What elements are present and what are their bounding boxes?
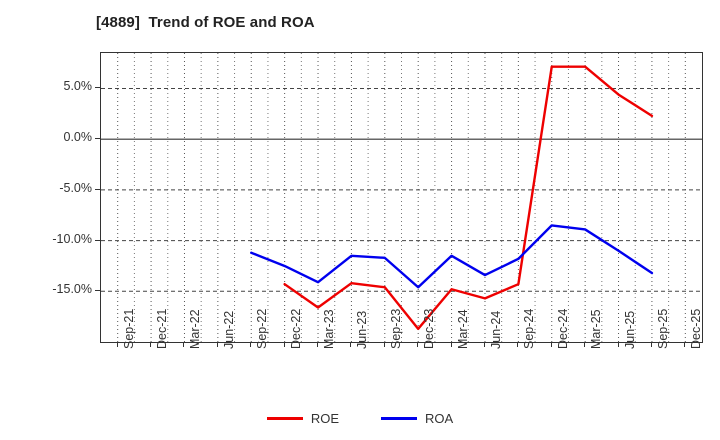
chart-legend: ROE ROA bbox=[0, 404, 720, 432]
x-tick-label: Jun-25 bbox=[622, 310, 637, 349]
x-tick-label: Dec-25 bbox=[689, 308, 704, 349]
y-tick-mark bbox=[95, 87, 100, 89]
x-tick-mark bbox=[650, 342, 652, 347]
x-tick-label: Dec-22 bbox=[288, 308, 303, 349]
y-tick-mark bbox=[95, 290, 100, 292]
x-tick-label: Mar-25 bbox=[589, 309, 604, 349]
legend-item-roe[interactable]: ROE bbox=[266, 410, 339, 426]
x-tick-mark bbox=[517, 342, 519, 347]
x-tick-label: Sep-24 bbox=[522, 308, 537, 349]
y-tick-label: -5.0% bbox=[59, 180, 92, 195]
x-tick-mark bbox=[116, 342, 118, 347]
x-tick-mark bbox=[617, 342, 619, 347]
x-tick-mark bbox=[350, 342, 352, 347]
series-line-roe bbox=[283, 65, 654, 331]
plot-area bbox=[100, 52, 703, 343]
y-tick-label: -10.0% bbox=[52, 231, 92, 246]
x-tick-label: Mar-22 bbox=[188, 309, 203, 349]
x-tick-mark bbox=[216, 342, 218, 347]
legend-line-swatch bbox=[266, 416, 303, 420]
x-tick-label: Mar-24 bbox=[455, 309, 470, 349]
y-tick-mark bbox=[95, 188, 100, 190]
x-tick-mark bbox=[684, 342, 686, 347]
legend-label: ROE bbox=[310, 410, 339, 426]
series-line-roa bbox=[250, 224, 654, 289]
x-tick-mark bbox=[150, 342, 152, 347]
x-tick-label: Dec-21 bbox=[155, 308, 170, 349]
x-tick-mark bbox=[283, 342, 285, 347]
x-tick-label: Sep-21 bbox=[121, 308, 136, 349]
legend-label: ROA bbox=[425, 410, 454, 426]
x-tick-mark bbox=[450, 342, 452, 347]
legend-line-swatch bbox=[381, 416, 417, 420]
x-tick-label: Sep-25 bbox=[655, 308, 670, 349]
x-tick-label: Mar-23 bbox=[322, 309, 337, 349]
y-tick-label: 5.0% bbox=[63, 79, 93, 94]
x-tick-mark bbox=[584, 342, 586, 347]
y-tick-label: -15.0% bbox=[52, 282, 92, 297]
x-tick-mark bbox=[550, 342, 552, 347]
x-tick-mark bbox=[383, 342, 385, 347]
x-tick-mark bbox=[250, 342, 252, 347]
y-tick-mark bbox=[95, 239, 100, 241]
x-tick-mark bbox=[483, 342, 485, 347]
grid-lines bbox=[101, 53, 702, 342]
legend-item-roa[interactable]: ROA bbox=[381, 411, 453, 426]
x-tick-label: Sep-22 bbox=[255, 308, 270, 349]
x-tick-label: Sep-23 bbox=[388, 308, 403, 349]
x-tick-label: Jun-22 bbox=[221, 310, 236, 349]
chart-title: [4889] Trend of ROE and ROA bbox=[96, 14, 315, 31]
x-tick-mark bbox=[183, 342, 185, 347]
x-tick-label: Dec-23 bbox=[422, 308, 437, 349]
x-tick-mark bbox=[317, 342, 319, 347]
x-tick-label: Jun-24 bbox=[488, 310, 503, 349]
x-tick-label: Dec-24 bbox=[555, 308, 570, 349]
x-tick-label: Jun-23 bbox=[355, 310, 370, 349]
x-tick-mark bbox=[417, 342, 419, 347]
data-series-lines bbox=[250, 65, 654, 331]
y-tick-mark bbox=[95, 138, 100, 140]
y-tick-label: 0.0% bbox=[63, 130, 93, 145]
